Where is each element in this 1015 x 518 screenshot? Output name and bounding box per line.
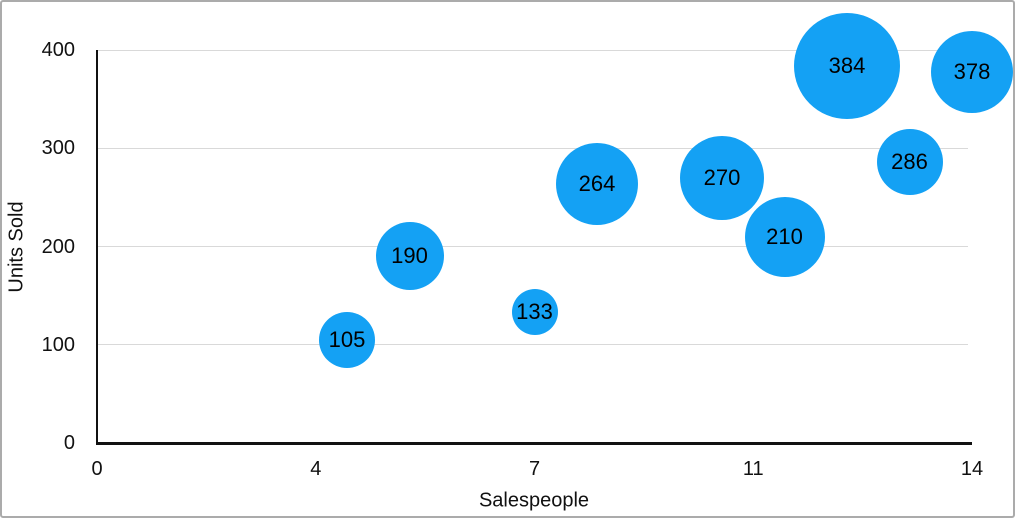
gridline-y-200 [97,246,968,247]
bubble-label: 384 [828,52,866,78]
x-axis-line [96,442,972,445]
bubble: 286 [876,129,943,195]
bubble-label: 190 [391,243,428,269]
bubble-label: 270 [703,164,741,190]
bubble-label: 210 [766,223,803,249]
y-axis-line [96,50,98,445]
bubble-label: 264 [578,170,616,196]
y-tick-label: 300 [41,137,75,160]
x-tick-label: 14 [960,458,984,480]
bubble: 378 [931,30,1013,113]
gridline-y-100 [97,344,968,346]
x-tick-label: 7 [528,458,541,480]
bubble-label: 133 [516,299,553,325]
y-tick-label: 400 [41,39,75,61]
y-tick-label: 200 [41,235,75,258]
bubble: 133 [511,289,558,336]
x-tick-label: 0 [91,458,103,480]
bubble-label: 286 [891,149,928,174]
x-tick-label: 4 [310,458,322,480]
bubble: 264 [556,142,638,225]
y-tick-label: 100 [41,333,75,356]
bubble: 105 [319,311,375,368]
bubble: 270 [680,135,764,220]
bubble: 384 [794,12,900,119]
bubble: 210 [744,196,825,277]
gridline-y-300 [97,147,968,149]
bubble: 190 [375,222,444,291]
bubble-label: 105 [328,326,366,352]
bubble-label: 378 [953,58,991,84]
y-axis-title: Units Sold [5,201,28,293]
x-axis-title: Salespeople [478,489,590,512]
y-tick-label: 0 [63,432,75,454]
gridline-y-400 [97,49,968,51]
x-tick-label: 11 [742,458,764,480]
